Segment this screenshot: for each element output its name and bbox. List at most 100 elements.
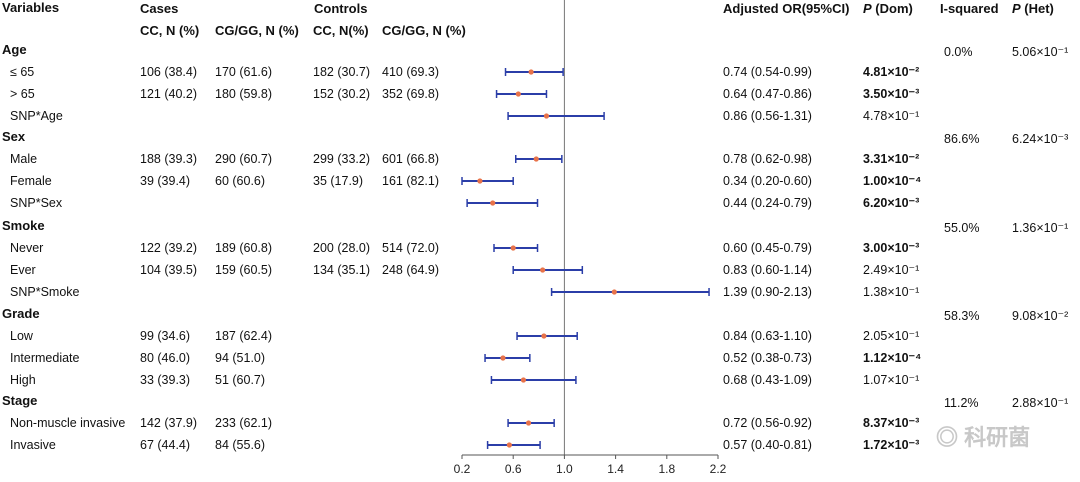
cases-cg-value: 51 (60.7) — [215, 373, 266, 387]
or-point — [510, 245, 516, 251]
cases-cg-value: 180 (59.8) — [215, 87, 272, 101]
cases-cc-value: 122 (39.2) — [140, 241, 197, 255]
p-het-value: 2.88×10⁻¹ — [1012, 396, 1069, 410]
i-squared-value: 11.2% — [944, 396, 979, 410]
plot-marks — [461, 68, 710, 449]
or-point — [525, 420, 532, 426]
adjusted-or-value: 0.72 (0.56-0.92) — [723, 416, 812, 430]
header-i-squared: I-squared — [940, 1, 999, 16]
controls-cg-value: 161 (82.1) — [382, 174, 439, 188]
cases-cc-value: 99 (34.6) — [140, 329, 191, 343]
adjusted-or-value: 0.60 (0.45-0.79) — [723, 241, 812, 255]
p-dom-value: 1.12×10⁻⁴ — [863, 351, 922, 365]
group-label: Grade — [2, 306, 40, 321]
cases-cc-value: 121 (40.2) — [140, 87, 197, 101]
or-point — [477, 178, 483, 184]
cases-cc-value: 142 (37.9) — [140, 416, 197, 430]
row-label: ≤ 65 — [10, 65, 35, 79]
cases-cg-value: 233 (62.1) — [215, 416, 272, 430]
group-label: Smoke — [2, 218, 45, 233]
cases-cc-value: 67 (44.4) — [140, 438, 191, 452]
header-adjusted-or: Adjusted OR(95%CI) — [723, 1, 850, 16]
row-label: Non-muscle invasive — [10, 416, 126, 430]
adjusted-or-value: 0.84 (0.63-1.10) — [723, 329, 812, 343]
cases-cc-value: 106 (38.4) — [140, 65, 197, 79]
controls-cg-value: 352 (69.8) — [382, 87, 439, 101]
or-point — [540, 267, 546, 273]
adjusted-or-value: 0.74 (0.54-0.99) — [723, 65, 812, 79]
p-dom-value: 3.50×10⁻³ — [863, 87, 920, 101]
or-point — [541, 333, 547, 339]
p-dom-value: 3.00×10⁻³ — [863, 241, 920, 255]
controls-cg-value: 410 (69.3) — [382, 65, 439, 79]
controls-cg-value: 601 (66.8) — [382, 152, 439, 166]
row-label: SNP*Smoke — [10, 285, 80, 299]
cases-cg-value: 60 (60.6) — [215, 174, 266, 188]
p-dom-value: 1.38×10⁻¹ — [863, 285, 920, 299]
group-label: Stage — [2, 393, 38, 408]
cases-cc-value: 80 (46.0) — [140, 351, 191, 365]
cases-cg-value: 159 (60.5) — [215, 263, 272, 277]
adjusted-or-value: 0.52 (0.38-0.73) — [723, 351, 812, 365]
header-controls-cc: CC, N(%) — [313, 23, 369, 38]
cases-cg-value: 84 (55.6) — [215, 438, 266, 452]
adjusted-or-value: 0.64 (0.47-0.86) — [723, 87, 812, 101]
header-cases-cg: CG/GG, N (%) — [215, 23, 299, 38]
p-het-value: 6.24×10⁻³ — [1012, 132, 1069, 146]
x-tick-label: 0.6 — [505, 462, 522, 476]
row-label: Female — [10, 174, 52, 188]
or-point — [490, 200, 496, 206]
header-variables: Variables — [2, 0, 60, 15]
controls-cc-value: 152 (30.2) — [313, 87, 370, 101]
or-point — [533, 156, 539, 162]
p-dom-value: 2.05×10⁻¹ — [863, 329, 920, 343]
watermark: ◎ 科研菌 — [936, 420, 1030, 452]
row-label: Male — [10, 152, 38, 166]
header-cases-cc: CC, N (%) — [140, 23, 200, 38]
row-label: Never — [10, 241, 44, 255]
header-p-het: P (Het) — [1012, 1, 1054, 16]
watermark-text: 科研菌 — [964, 425, 1031, 450]
p-dom-value: 3.31×10⁻² — [863, 152, 920, 166]
row-label: > 65 — [10, 87, 35, 101]
or-point — [500, 355, 506, 361]
i-squared-value: 55.0% — [944, 221, 980, 235]
controls-cg-value: 514 (72.0) — [382, 241, 439, 255]
or-point — [520, 377, 527, 383]
adjusted-or-value: 0.57 (0.40-0.81) — [723, 438, 812, 452]
p-dom-value: 2.49×10⁻¹ — [863, 263, 920, 277]
adjusted-or-value: 1.39 (0.90-2.13) — [723, 285, 812, 299]
adjusted-or-value: 0.44 (0.24-0.79) — [723, 196, 812, 210]
or-point — [543, 113, 550, 119]
x-tick-label: 2.2 — [710, 462, 727, 476]
cases-cc-value: 33 (39.3) — [140, 373, 191, 387]
cases-cc-value: 188 (39.3) — [140, 152, 197, 166]
p-dom-value: 4.81×10⁻² — [863, 65, 920, 79]
header-cases: Cases — [140, 1, 179, 16]
p-dom-value: 6.20×10⁻³ — [863, 196, 920, 210]
cases-cc-value: 104 (39.5) — [140, 263, 197, 277]
row-label: SNP*Sex — [10, 196, 63, 210]
p-het-value: 5.06×10⁻¹ — [1012, 45, 1069, 59]
row-label: Ever — [10, 263, 36, 277]
adjusted-or-value: 0.78 (0.62-0.98) — [723, 152, 812, 166]
row-label: Low — [10, 329, 33, 343]
controls-cc-value: 134 (35.1) — [313, 263, 370, 277]
p-dom-value: 8.37×10⁻³ — [863, 416, 920, 430]
header-p-dom: P (Dom) — [863, 1, 913, 16]
p-dom-value: 1.07×10⁻¹ — [863, 373, 920, 387]
p-dom-value: 1.72×10⁻³ — [863, 438, 920, 452]
p-het-value: 9.08×10⁻² — [1012, 309, 1069, 323]
or-point — [528, 69, 534, 75]
cases-cg-value: 290 (60.7) — [215, 152, 272, 166]
controls-cc-value: 299 (33.2) — [313, 152, 370, 166]
i-squared-value: 0.0% — [944, 45, 973, 59]
p-dom-value: 4.78×10⁻¹ — [863, 109, 920, 123]
cases-cc-value: 39 (39.4) — [140, 174, 191, 188]
x-tick-label: 1.0 — [556, 462, 573, 476]
controls-cc-value: 182 (30.7) — [313, 65, 370, 79]
or-point — [515, 91, 521, 97]
group-label: Sex — [2, 129, 26, 144]
x-tick-label: 1.4 — [607, 462, 624, 476]
row-label: SNP*Age — [10, 109, 63, 123]
